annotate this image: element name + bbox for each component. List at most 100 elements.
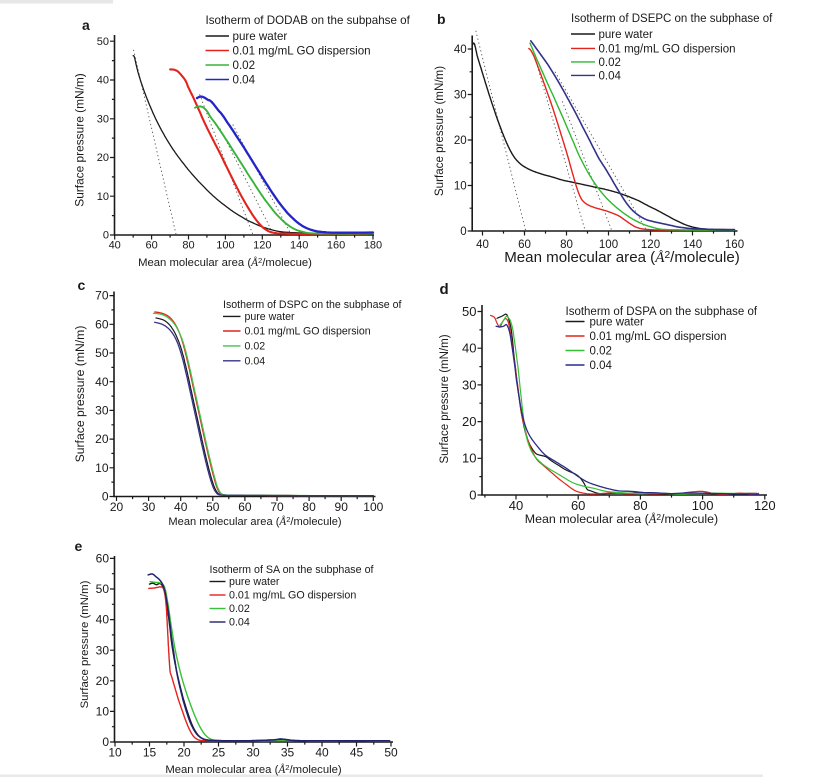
svg-text:Isotherm of DSPC on the subpha: Isotherm of DSPC on the subphase of: [223, 299, 401, 311]
svg-text:30: 30: [246, 745, 260, 759]
svg-text:0.04: 0.04: [245, 356, 266, 368]
svg-text:180: 180: [364, 240, 382, 252]
svg-text:80: 80: [560, 239, 573, 251]
svg-text:40: 40: [95, 375, 109, 389]
svg-text:Surface pressure (mN/m): Surface pressure (mN/m): [73, 326, 87, 463]
svg-text:0: 0: [469, 487, 476, 502]
svg-text:pure water: pure water: [233, 30, 288, 43]
svg-text:Mean molecular area (Å2/molecu: Mean molecular area (Å2/molecule): [168, 515, 341, 528]
svg-text:60: 60: [145, 240, 157, 252]
svg-text:100: 100: [692, 498, 714, 513]
svg-text:10: 10: [96, 705, 110, 719]
svg-text:pure water: pure water: [229, 576, 280, 588]
svg-text:120: 120: [641, 239, 660, 251]
svg-text:c: c: [78, 277, 86, 293]
svg-text:40: 40: [454, 44, 467, 56]
svg-text:40: 40: [315, 745, 329, 759]
svg-text:Isotherm of DSEPC on the subph: Isotherm of DSEPC on the subphase of: [571, 13, 773, 25]
svg-text:160: 160: [327, 240, 345, 252]
svg-text:0.04: 0.04: [233, 74, 256, 87]
svg-text:100: 100: [363, 500, 383, 514]
svg-text:Isotherm of DODAB on the subpa: Isotherm of DODAB on the subpahse of: [206, 14, 411, 27]
svg-text:10: 10: [462, 451, 476, 466]
svg-text:0: 0: [102, 490, 109, 504]
svg-text:60: 60: [238, 500, 252, 514]
svg-text:45: 45: [350, 745, 364, 759]
svg-text:50: 50: [206, 500, 220, 514]
svg-text:0.04: 0.04: [590, 360, 613, 372]
svg-text:90: 90: [335, 500, 349, 514]
svg-text:20: 20: [97, 152, 109, 164]
svg-text:50: 50: [384, 745, 398, 759]
svg-text:60: 60: [95, 317, 109, 331]
svg-text:pure water: pure water: [245, 311, 296, 323]
svg-text:Surface pressure (mN/m): Surface pressure (mN/m): [439, 334, 451, 463]
svg-text:pure water: pure water: [590, 317, 645, 329]
svg-text:Isotherm of SA on the subphase: Isotherm of SA on the subphase of: [210, 564, 374, 576]
svg-text:20: 20: [454, 135, 467, 147]
svg-text:a: a: [82, 17, 90, 33]
svg-text:Isotherm of DSPA on the subpha: Isotherm of DSPA on the subphase of: [566, 306, 758, 318]
svg-text:0.01 mg/mL GO dispersion: 0.01 mg/mL GO dispersion: [229, 590, 356, 602]
svg-text:Surface pressure (mN/m): Surface pressure (mN/m): [79, 580, 91, 708]
svg-text:40: 40: [476, 239, 489, 251]
svg-text:10: 10: [95, 461, 109, 475]
svg-text:20: 20: [177, 745, 191, 759]
svg-text:e: e: [75, 538, 83, 554]
svg-text:20: 20: [96, 674, 110, 688]
svg-text:20: 20: [462, 414, 476, 429]
svg-text:0.01 mg/mL GO dispersion: 0.01 mg/mL GO dispersion: [599, 43, 736, 55]
svg-text:0.02: 0.02: [233, 59, 256, 72]
svg-text:80: 80: [302, 500, 316, 514]
svg-text:80: 80: [633, 498, 647, 513]
svg-text:120: 120: [253, 240, 271, 252]
svg-text:50: 50: [95, 346, 109, 360]
svg-text:40: 40: [509, 498, 523, 513]
svg-text:b: b: [437, 11, 446, 27]
svg-text:100: 100: [599, 239, 618, 251]
svg-text:d: d: [440, 281, 449, 298]
svg-text:Surface pressure (mN/m): Surface pressure (mN/m): [73, 73, 87, 207]
svg-text:0.01 mg/mL GO dispersion: 0.01 mg/mL GO dispersion: [233, 45, 371, 58]
svg-text:50: 50: [97, 36, 109, 48]
svg-text:30: 30: [97, 114, 109, 126]
svg-text:Mean molecular area (Å2/molecu: Mean molecular area (Å2/molecule): [525, 512, 718, 526]
svg-text:80: 80: [182, 240, 194, 252]
svg-text:0.02: 0.02: [599, 57, 621, 69]
svg-text:70: 70: [95, 289, 109, 303]
svg-text:30: 30: [95, 404, 109, 418]
svg-text:50: 50: [96, 582, 110, 596]
svg-text:Surface pressure (mN/m): Surface pressure (mN/m): [433, 66, 446, 196]
svg-text:0.01 mg/mL GO dispersion: 0.01 mg/mL GO dispersion: [590, 331, 727, 343]
svg-text:10: 10: [454, 180, 467, 192]
svg-text:40: 40: [96, 613, 110, 627]
svg-text:30: 30: [96, 643, 110, 657]
svg-text:15: 15: [143, 745, 157, 759]
svg-text:40: 40: [97, 75, 109, 87]
svg-text:100: 100: [216, 240, 234, 252]
svg-text:0: 0: [460, 226, 466, 238]
svg-text:50: 50: [462, 304, 476, 319]
svg-text:10: 10: [97, 191, 109, 203]
svg-text:20: 20: [95, 432, 109, 446]
svg-text:0: 0: [103, 230, 109, 242]
svg-text:160: 160: [725, 239, 744, 251]
svg-text:0.02: 0.02: [590, 346, 612, 358]
svg-text:40: 40: [109, 240, 121, 252]
svg-text:20: 20: [110, 500, 124, 514]
svg-text:140: 140: [683, 239, 702, 251]
svg-text:25: 25: [212, 745, 226, 759]
svg-text:60: 60: [571, 498, 585, 513]
svg-text:0.02: 0.02: [229, 603, 250, 615]
svg-text:30: 30: [454, 89, 467, 101]
svg-text:70: 70: [270, 500, 284, 514]
svg-text:40: 40: [174, 500, 188, 514]
svg-text:0.04: 0.04: [229, 617, 250, 629]
svg-text:60: 60: [96, 552, 110, 566]
svg-text:0.01 mg/mL GO dispersion: 0.01 mg/mL GO dispersion: [245, 326, 371, 338]
svg-text:Mean molecular area (Å2/molecu: Mean molecular area (Å2/molecule): [165, 763, 342, 776]
svg-text:Mean molecular area (Å2/molecu: Mean molecular area (Å2/molecue): [138, 256, 312, 269]
svg-text:pure water: pure water: [599, 29, 654, 41]
svg-text:30: 30: [462, 377, 476, 392]
svg-text:120: 120: [754, 498, 776, 513]
